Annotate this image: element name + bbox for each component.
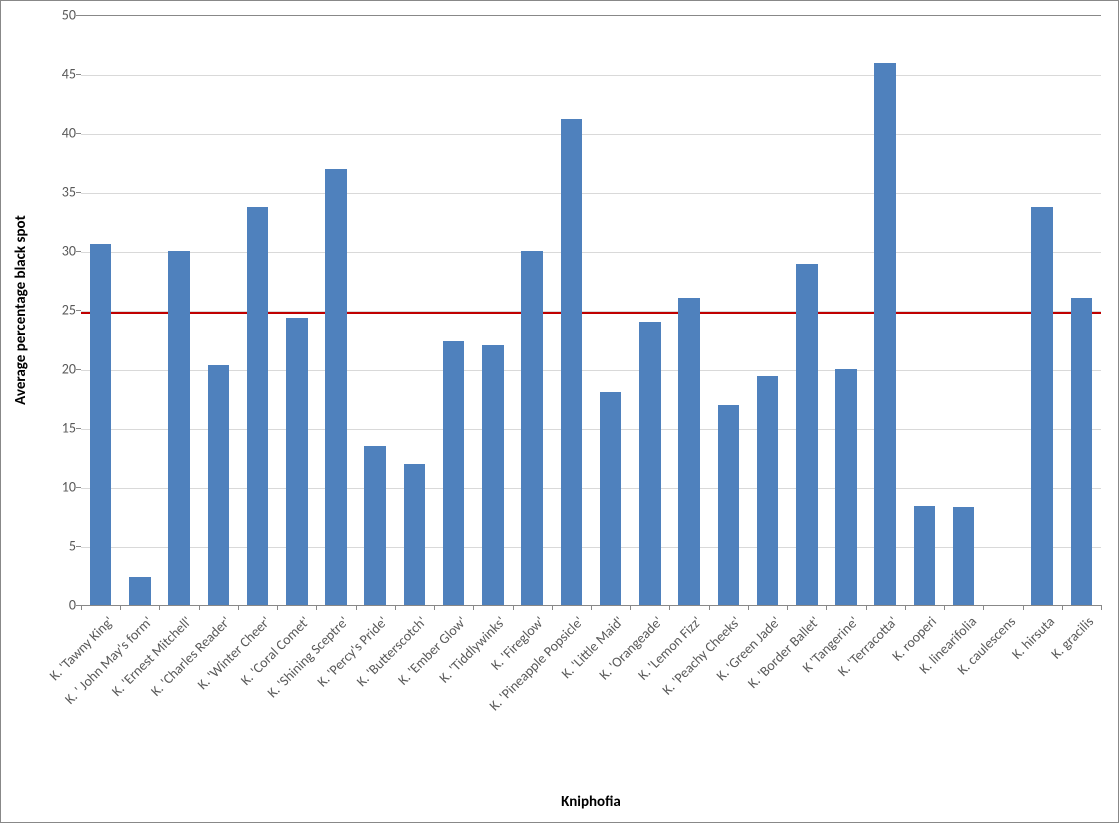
y-tick-label: 20 bbox=[6, 361, 76, 378]
bar bbox=[129, 577, 151, 607]
y-tick-mark bbox=[76, 192, 81, 193]
y-tick-label: 10 bbox=[6, 479, 76, 496]
bar bbox=[247, 207, 269, 606]
bar bbox=[443, 341, 465, 607]
x-tick-mark bbox=[669, 605, 670, 610]
y-tick-label: 35 bbox=[6, 184, 76, 201]
x-tick-mark bbox=[120, 605, 121, 610]
y-tick-mark bbox=[76, 133, 81, 134]
bar bbox=[364, 446, 386, 606]
bar bbox=[600, 392, 622, 606]
chart-frame: Average percentage black spot Kniphofia … bbox=[0, 0, 1119, 823]
x-tick-mark bbox=[473, 605, 474, 610]
grid-line bbox=[81, 429, 1101, 430]
y-tick-mark bbox=[76, 428, 81, 429]
grid-line bbox=[81, 193, 1101, 194]
y-tick-label: 0 bbox=[6, 597, 76, 614]
y-tick-label: 30 bbox=[6, 243, 76, 260]
x-tick-mark bbox=[159, 605, 160, 610]
bar bbox=[404, 464, 426, 606]
bar bbox=[757, 376, 779, 606]
y-tick-mark bbox=[76, 369, 81, 370]
x-tick-mark bbox=[1023, 605, 1024, 610]
grid-line bbox=[81, 75, 1101, 76]
y-tick-mark bbox=[76, 74, 81, 75]
x-tick-mark bbox=[905, 605, 906, 610]
x-tick-mark bbox=[787, 605, 788, 610]
y-tick-mark bbox=[76, 487, 81, 488]
x-tick-mark bbox=[944, 605, 945, 610]
x-tick-mark bbox=[81, 605, 82, 610]
grid-line bbox=[81, 488, 1101, 489]
bar bbox=[1031, 207, 1053, 606]
y-tick-label: 50 bbox=[6, 7, 76, 24]
bar bbox=[208, 365, 230, 606]
x-tick-mark bbox=[1101, 605, 1102, 610]
x-tick-mark bbox=[552, 605, 553, 610]
y-tick-label: 45 bbox=[6, 66, 76, 83]
bar bbox=[325, 169, 347, 606]
bar bbox=[914, 506, 936, 606]
plot-area bbox=[81, 15, 1101, 606]
y-tick-mark bbox=[76, 310, 81, 311]
reference-line bbox=[81, 312, 1101, 314]
x-tick-mark bbox=[591, 605, 592, 610]
bar bbox=[718, 405, 740, 606]
x-tick-mark bbox=[356, 605, 357, 610]
x-tick-mark bbox=[983, 605, 984, 610]
x-tick-mark bbox=[630, 605, 631, 610]
x-tick-mark bbox=[866, 605, 867, 610]
x-tick-mark bbox=[199, 605, 200, 610]
x-tick-mark bbox=[277, 605, 278, 610]
bar bbox=[1071, 298, 1093, 606]
x-tick-mark bbox=[513, 605, 514, 610]
y-tick-mark bbox=[76, 15, 81, 16]
bar bbox=[561, 119, 583, 606]
x-tick-mark bbox=[748, 605, 749, 610]
grid-line bbox=[81, 547, 1101, 548]
x-tick-mark bbox=[434, 605, 435, 610]
bar bbox=[482, 345, 504, 606]
grid-line bbox=[81, 134, 1101, 135]
grid-line bbox=[81, 370, 1101, 371]
bar bbox=[168, 251, 190, 606]
y-tick-mark bbox=[76, 546, 81, 547]
bar bbox=[286, 318, 308, 606]
bar bbox=[90, 244, 112, 606]
bar bbox=[796, 264, 818, 606]
x-tick-mark bbox=[316, 605, 317, 610]
y-tick-label: 25 bbox=[6, 302, 76, 319]
bar bbox=[678, 298, 700, 606]
x-tick-mark bbox=[395, 605, 396, 610]
x-tick-mark bbox=[1062, 605, 1063, 610]
x-tick-mark bbox=[826, 605, 827, 610]
x-axis-title: Kniphofia bbox=[81, 793, 1101, 811]
grid-line bbox=[81, 252, 1101, 253]
y-tick-mark bbox=[76, 251, 81, 252]
y-tick-label: 40 bbox=[6, 125, 76, 142]
bar bbox=[874, 63, 896, 606]
x-tick-mark bbox=[238, 605, 239, 610]
x-tick-mark bbox=[709, 605, 710, 610]
y-tick-label: 15 bbox=[6, 420, 76, 437]
bar bbox=[835, 369, 857, 606]
bar bbox=[521, 251, 543, 606]
bar bbox=[639, 322, 661, 606]
bar bbox=[953, 507, 975, 606]
y-tick-label: 5 bbox=[6, 538, 76, 555]
